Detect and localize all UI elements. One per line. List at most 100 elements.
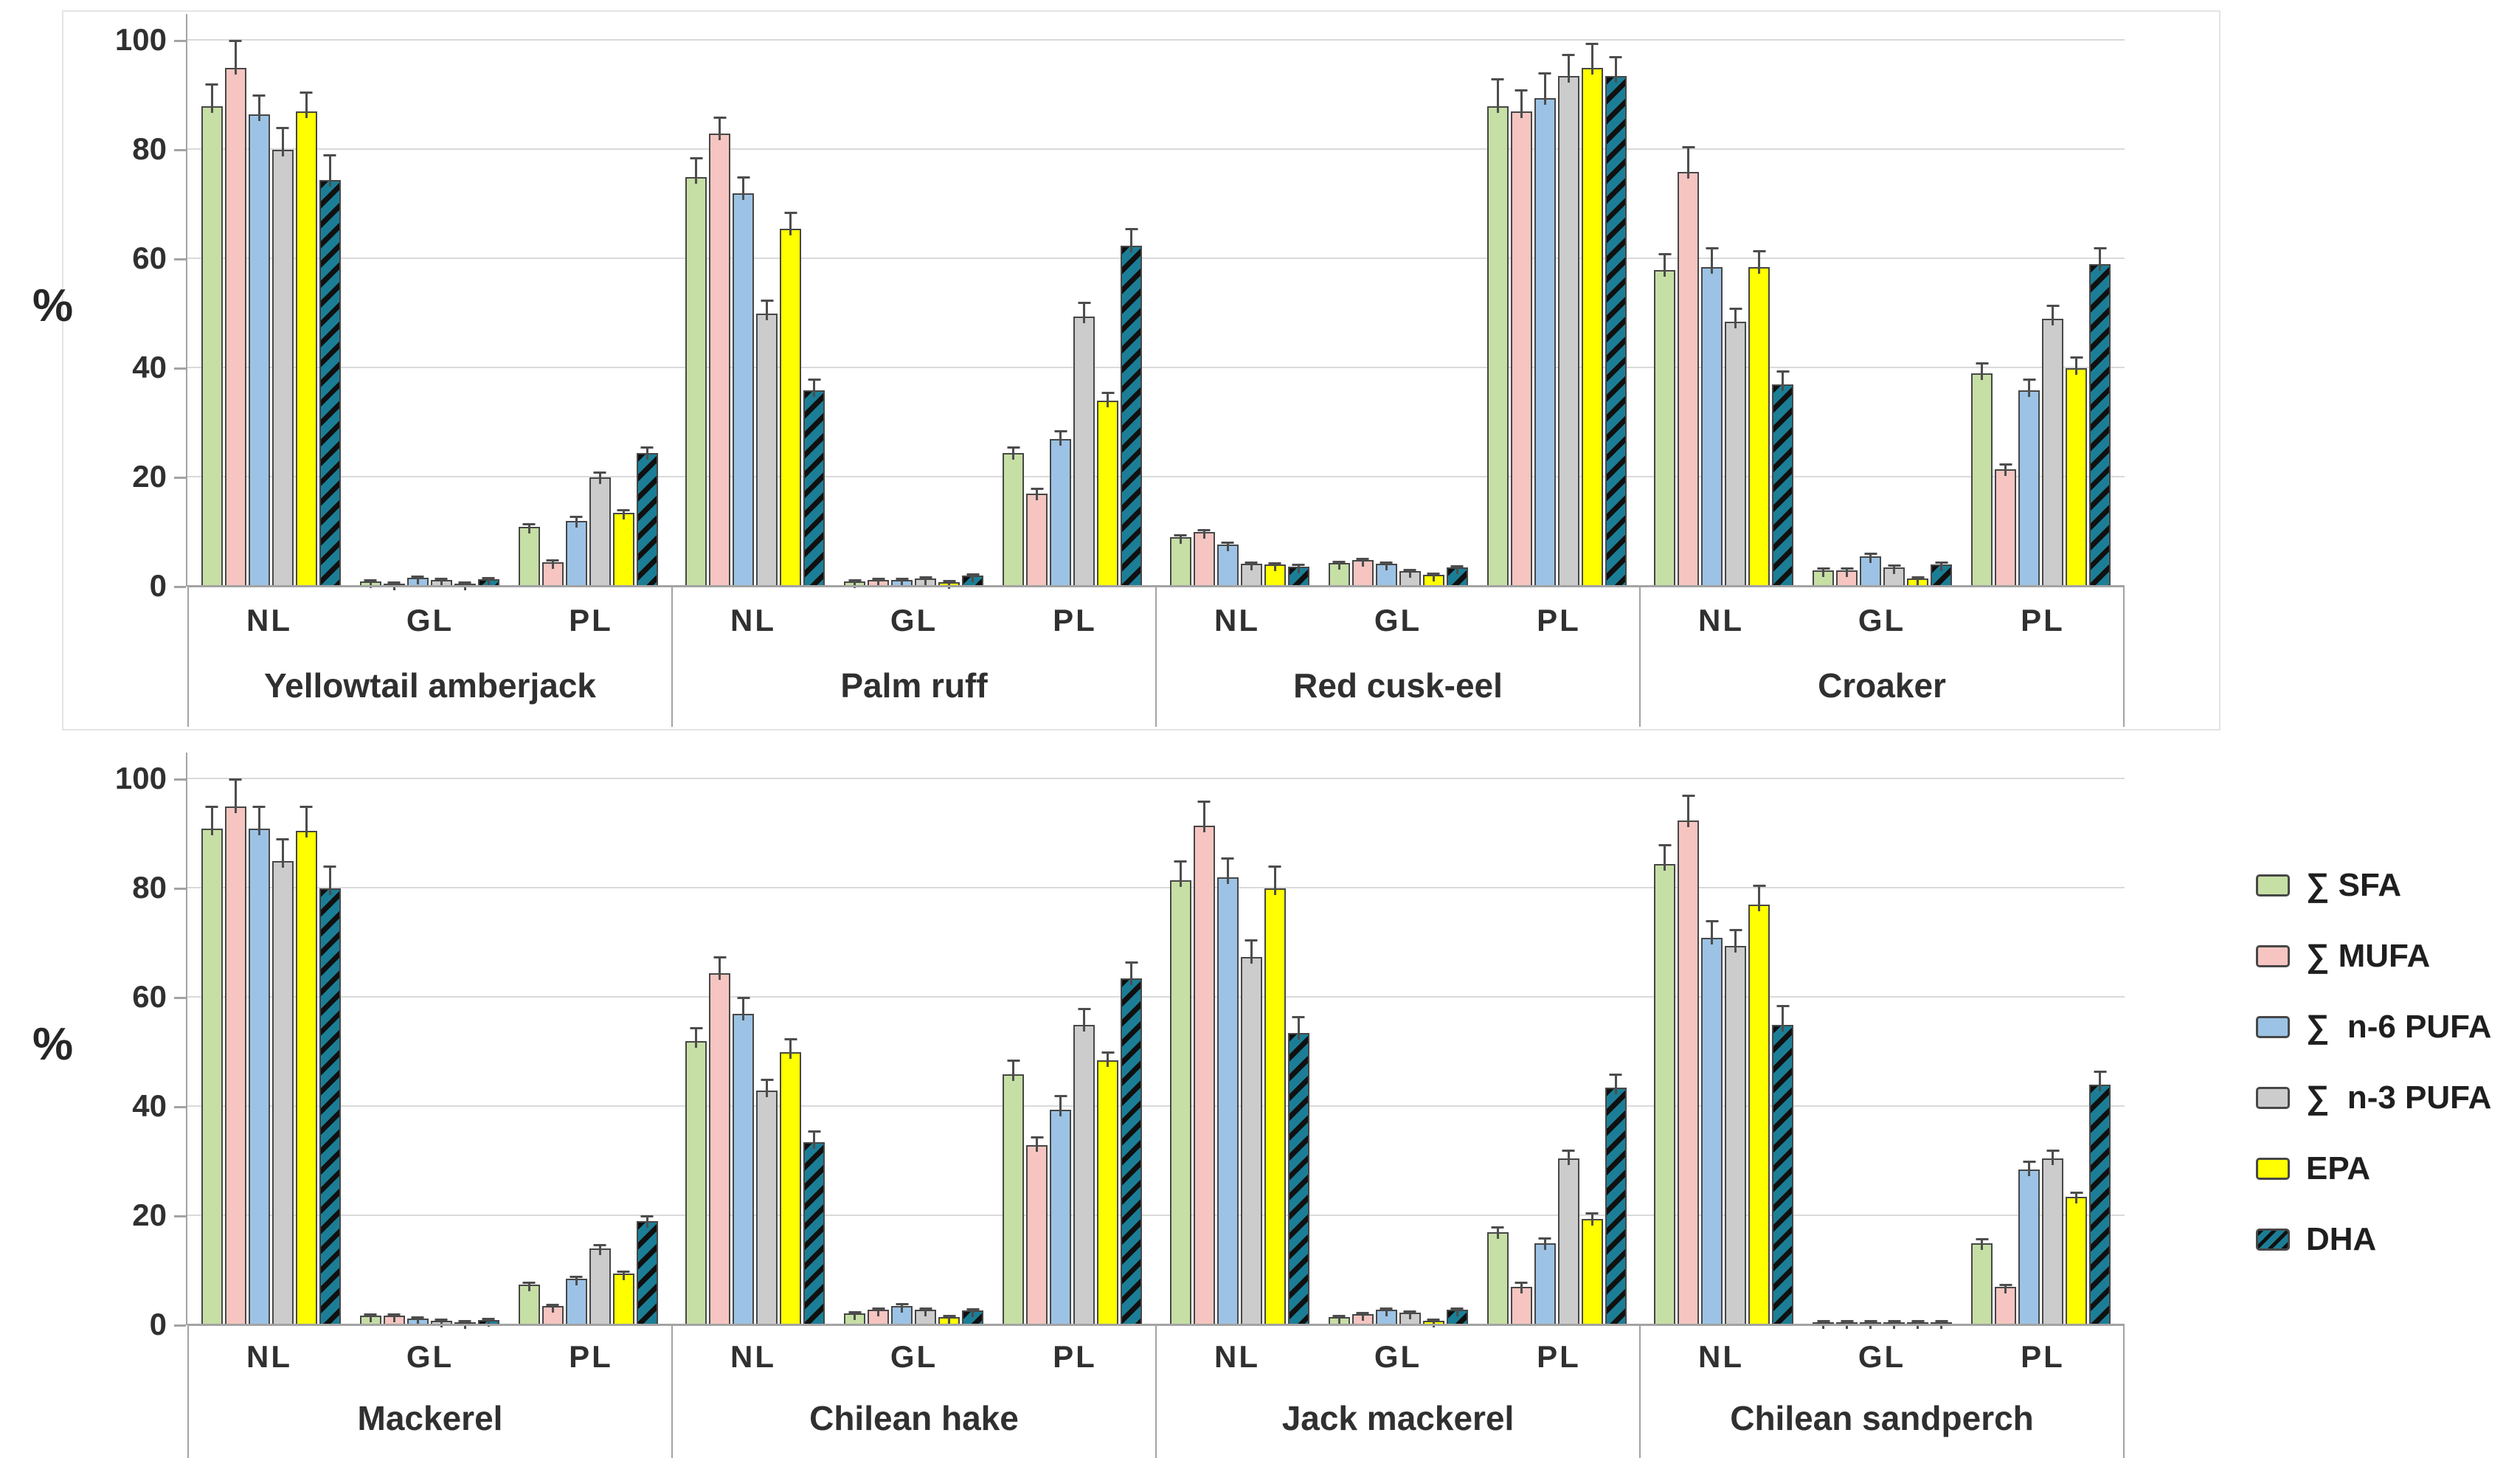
- lipid-class-label: PL: [569, 603, 613, 638]
- error-bar: [387, 1313, 401, 1323]
- error-bar: [1864, 552, 1877, 564]
- error-bar: [252, 806, 266, 835]
- bar-epa: [2066, 356, 2088, 587]
- bar-n6pufa: [1860, 552, 1882, 587]
- legend-label-n6pufa: ∑ n-6 PUFA: [2306, 1009, 2492, 1045]
- error-bar: [593, 471, 606, 484]
- legend-item-sfa: ∑ SFA: [2256, 867, 2491, 903]
- bar-dha: [1446, 1307, 1468, 1325]
- cluster-pl: [518, 1215, 658, 1325]
- error-bar: [617, 1270, 630, 1280]
- error-bar: [522, 1281, 536, 1291]
- error-bar: [1491, 77, 1504, 113]
- bar-sfa: [1169, 860, 1191, 1325]
- gridline-100: [187, 778, 2125, 779]
- error-bar: [300, 806, 313, 838]
- bar-sfa: [1971, 1238, 1993, 1325]
- ytick-mark: [174, 888, 186, 890]
- error-bar: [387, 581, 401, 590]
- species-label: Red cusk-eel: [1293, 666, 1503, 705]
- error-bar: [784, 212, 797, 236]
- error-bar: [1817, 567, 1830, 577]
- gridline-80: [187, 148, 2125, 150]
- error-bar: [1221, 542, 1234, 552]
- ytick-mark: [174, 477, 186, 479]
- ytick-mark: [174, 40, 186, 42]
- bar-mufa: [1026, 1136, 1048, 1325]
- species-bars: [187, 18, 672, 590]
- error-bar: [1427, 1319, 1440, 1328]
- lipid-class-label: NL: [1214, 603, 1260, 638]
- error-bar: [1753, 885, 1766, 912]
- bar-epa: [1264, 866, 1286, 1325]
- cluster-pl: [1486, 42, 1627, 587]
- category-axis: NL GL PL Mackerel NL GL PL Chilean hake NL GL PL Ja…: [187, 1325, 2125, 1458]
- error-bar: [943, 580, 956, 590]
- error-bar: [737, 997, 750, 1021]
- error-bar: [1976, 1238, 1989, 1250]
- error-bar: [808, 378, 821, 397]
- legend-label-dha: DHA: [2306, 1221, 2377, 1257]
- error-bar: [2070, 1192, 2083, 1204]
- lipid-class-label: GL: [1858, 603, 1906, 638]
- bar-epa: [295, 806, 317, 1325]
- x-axis-line: [187, 585, 2125, 587]
- ytick-mark: [174, 1215, 186, 1217]
- ytick-label-100: 100: [114, 761, 167, 795]
- bar-mufa: [1193, 529, 1215, 587]
- ytick-label-40: 40: [132, 350, 167, 384]
- bar-n3pufa: [271, 838, 294, 1325]
- ytick-mark: [174, 149, 186, 151]
- species-bars: [672, 757, 1157, 1325]
- bar-n6pufa: [733, 997, 755, 1325]
- gridline-80: [187, 887, 2125, 888]
- error-bar: [1125, 228, 1138, 252]
- bar-n6pufa: [2018, 378, 2040, 587]
- error-bar: [323, 154, 336, 187]
- legend-item-n3pufa: ∑ n-3 PUFA: [2256, 1079, 2491, 1116]
- error-bar: [943, 1314, 956, 1324]
- cluster-nl: [1654, 146, 1794, 587]
- lipid-class-labels: NL GL PL: [1641, 1325, 2123, 1389]
- error-bar: [919, 1307, 932, 1317]
- bars-layer: [187, 757, 2125, 1329]
- error-bar: [1292, 1015, 1305, 1040]
- error-bar: [848, 1310, 862, 1320]
- error-bar: [1356, 1312, 1369, 1321]
- bar-sfa: [1003, 446, 1025, 587]
- bar-sfa: [685, 157, 707, 587]
- category-axis: NL GL PL Yellowtail amberjack NL GL PL Palm ruf…: [187, 587, 2125, 727]
- cluster-nl: [1169, 529, 1309, 587]
- y-axis-line: [186, 14, 187, 587]
- legend-item-mufa: ∑ MUFA: [2256, 938, 2491, 974]
- error-bar: [1585, 42, 1599, 75]
- bar-dha: [1287, 564, 1309, 587]
- error-bar: [546, 1303, 559, 1313]
- bar-n3pufa: [1557, 1150, 1579, 1325]
- bar-dha: [1287, 1015, 1309, 1325]
- bar-mufa: [541, 559, 564, 587]
- ytick-mark: [174, 1324, 186, 1327]
- lipid-class-labels: NL GL PL: [673, 587, 1155, 654]
- error-bar: [966, 573, 980, 583]
- error-bar: [1911, 576, 1925, 585]
- species-category: NL GL PL Yellowtail amberjack: [187, 587, 673, 727]
- error-bar: [2023, 1161, 2036, 1177]
- error-bar: [276, 127, 289, 156]
- bar-sfa: [1654, 252, 1676, 587]
- cluster-pl: [1486, 1073, 1627, 1325]
- cluster-pl: [518, 446, 658, 587]
- error-bar: [640, 446, 654, 460]
- error-bar: [1380, 1307, 1393, 1317]
- bar-epa: [1097, 1051, 1119, 1325]
- error-bar: [1356, 558, 1369, 567]
- legend-swatch-n3pufa: [2256, 1087, 2290, 1109]
- bar-mufa: [1510, 1282, 1532, 1325]
- bar-sfa: [1654, 843, 1676, 1325]
- error-bar: [2070, 356, 2083, 375]
- plot-area: [186, 753, 2125, 1329]
- gridline-60: [187, 258, 2125, 259]
- species-label: Palm ruff: [840, 666, 988, 705]
- species-label: Chilean hake: [809, 1399, 1019, 1437]
- species-category: NL GL PL Mackerel: [187, 1325, 673, 1458]
